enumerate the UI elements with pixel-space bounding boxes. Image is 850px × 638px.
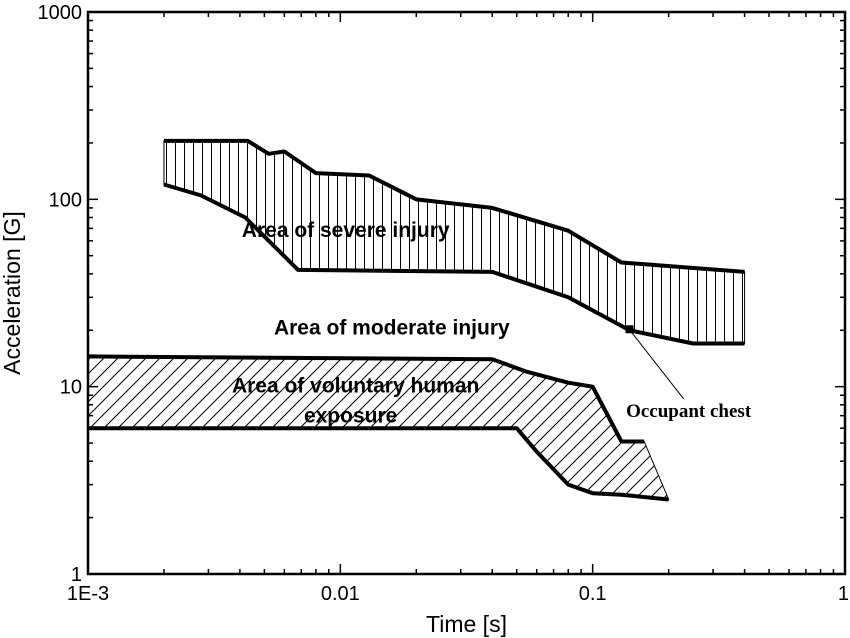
- x-tick-label: 0.1: [579, 583, 607, 605]
- x-tick-label: 1: [838, 583, 849, 605]
- y-tick-label: 10: [60, 377, 82, 399]
- annotations-layer: Area of severe injury Area of voluntary h…: [232, 219, 752, 428]
- moderate-injury-label: Area of moderate injury: [274, 316, 510, 339]
- x-tick-label: 1E-3: [67, 583, 109, 605]
- occupant-chest-leader-line: [631, 331, 685, 400]
- region-lower-boundary-1: [163, 182, 745, 346]
- occupant-chest-marker: [625, 325, 634, 334]
- regions-layer: [87, 138, 746, 502]
- y-tick-label: 1000: [38, 2, 83, 24]
- plot-frame: [86, 10, 847, 576]
- region-fill-1: [163, 140, 746, 344]
- occupant-chest-label: Occupant chest: [626, 401, 752, 422]
- ticks-layer: 1E-3 0.01 0.1 1 1 10 100 1000: [38, 2, 850, 605]
- x-axis-title: Time [s]: [426, 611, 507, 637]
- y-tick-label: 100: [49, 189, 82, 211]
- region-upper-boundary-2: [87, 354, 645, 444]
- region-label-1: Area of severe injury: [242, 219, 450, 242]
- region-label-2: Area of voluntary human exposure: [232, 375, 479, 428]
- y-axis-title: Acceleration [G]: [0, 211, 25, 375]
- region-upper-boundary-1: [163, 138, 745, 274]
- x-tick-label: 0.01: [321, 583, 360, 605]
- region-lower-boundary-2: [88, 426, 669, 502]
- y-tick-label: 1: [71, 564, 82, 586]
